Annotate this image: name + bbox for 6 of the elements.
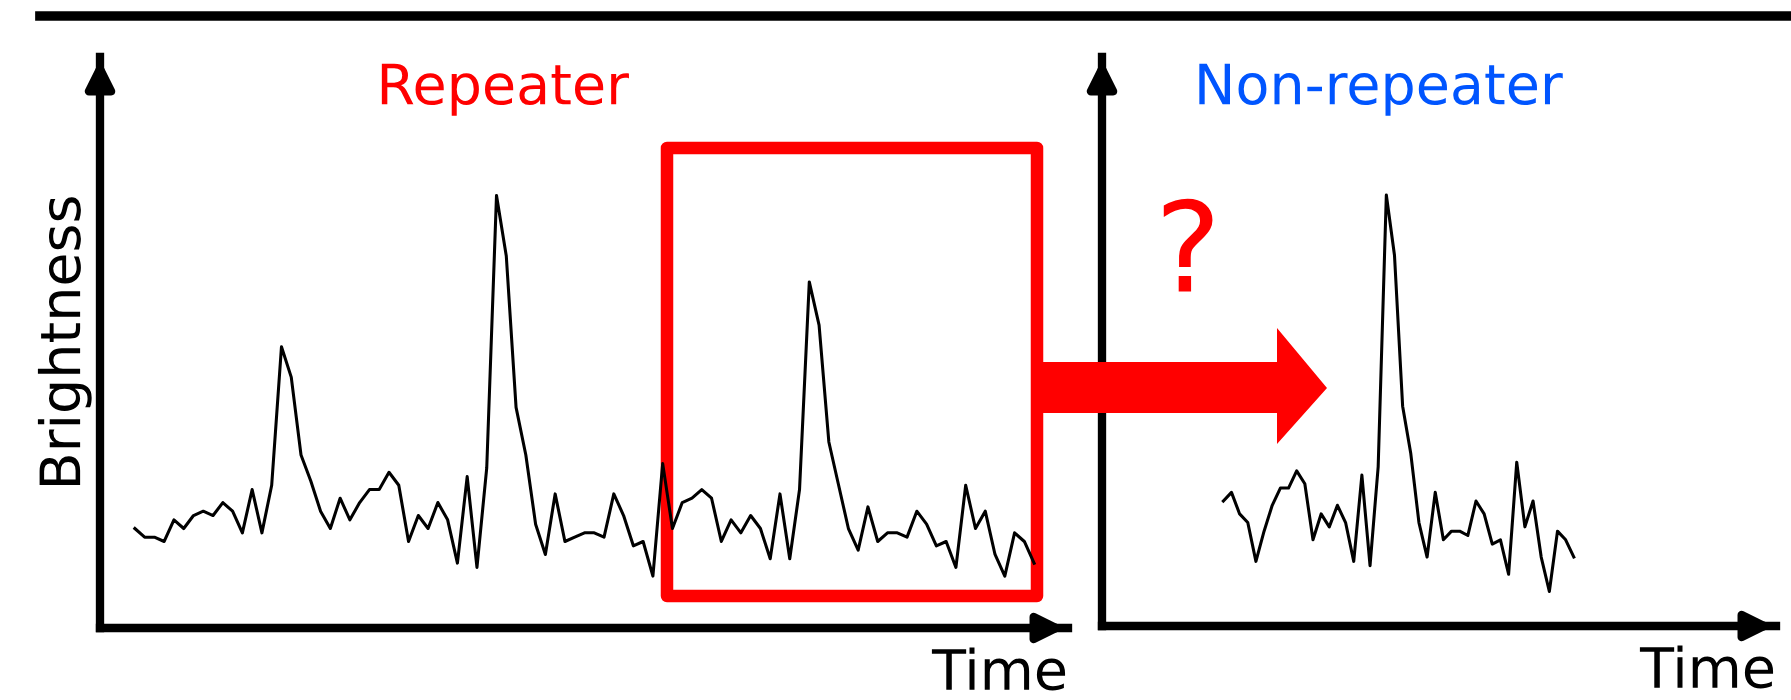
x-axis-title: Time [1639, 645, 1774, 689]
chart-title: Repeater [381, 63, 629, 116]
x-axis-title: Time [931, 647, 1066, 691]
chart-title: Non-repeater [1199, 63, 1563, 116]
y-axis-title: Brightness [37, 197, 92, 486]
text: ? [1163, 198, 1213, 292]
